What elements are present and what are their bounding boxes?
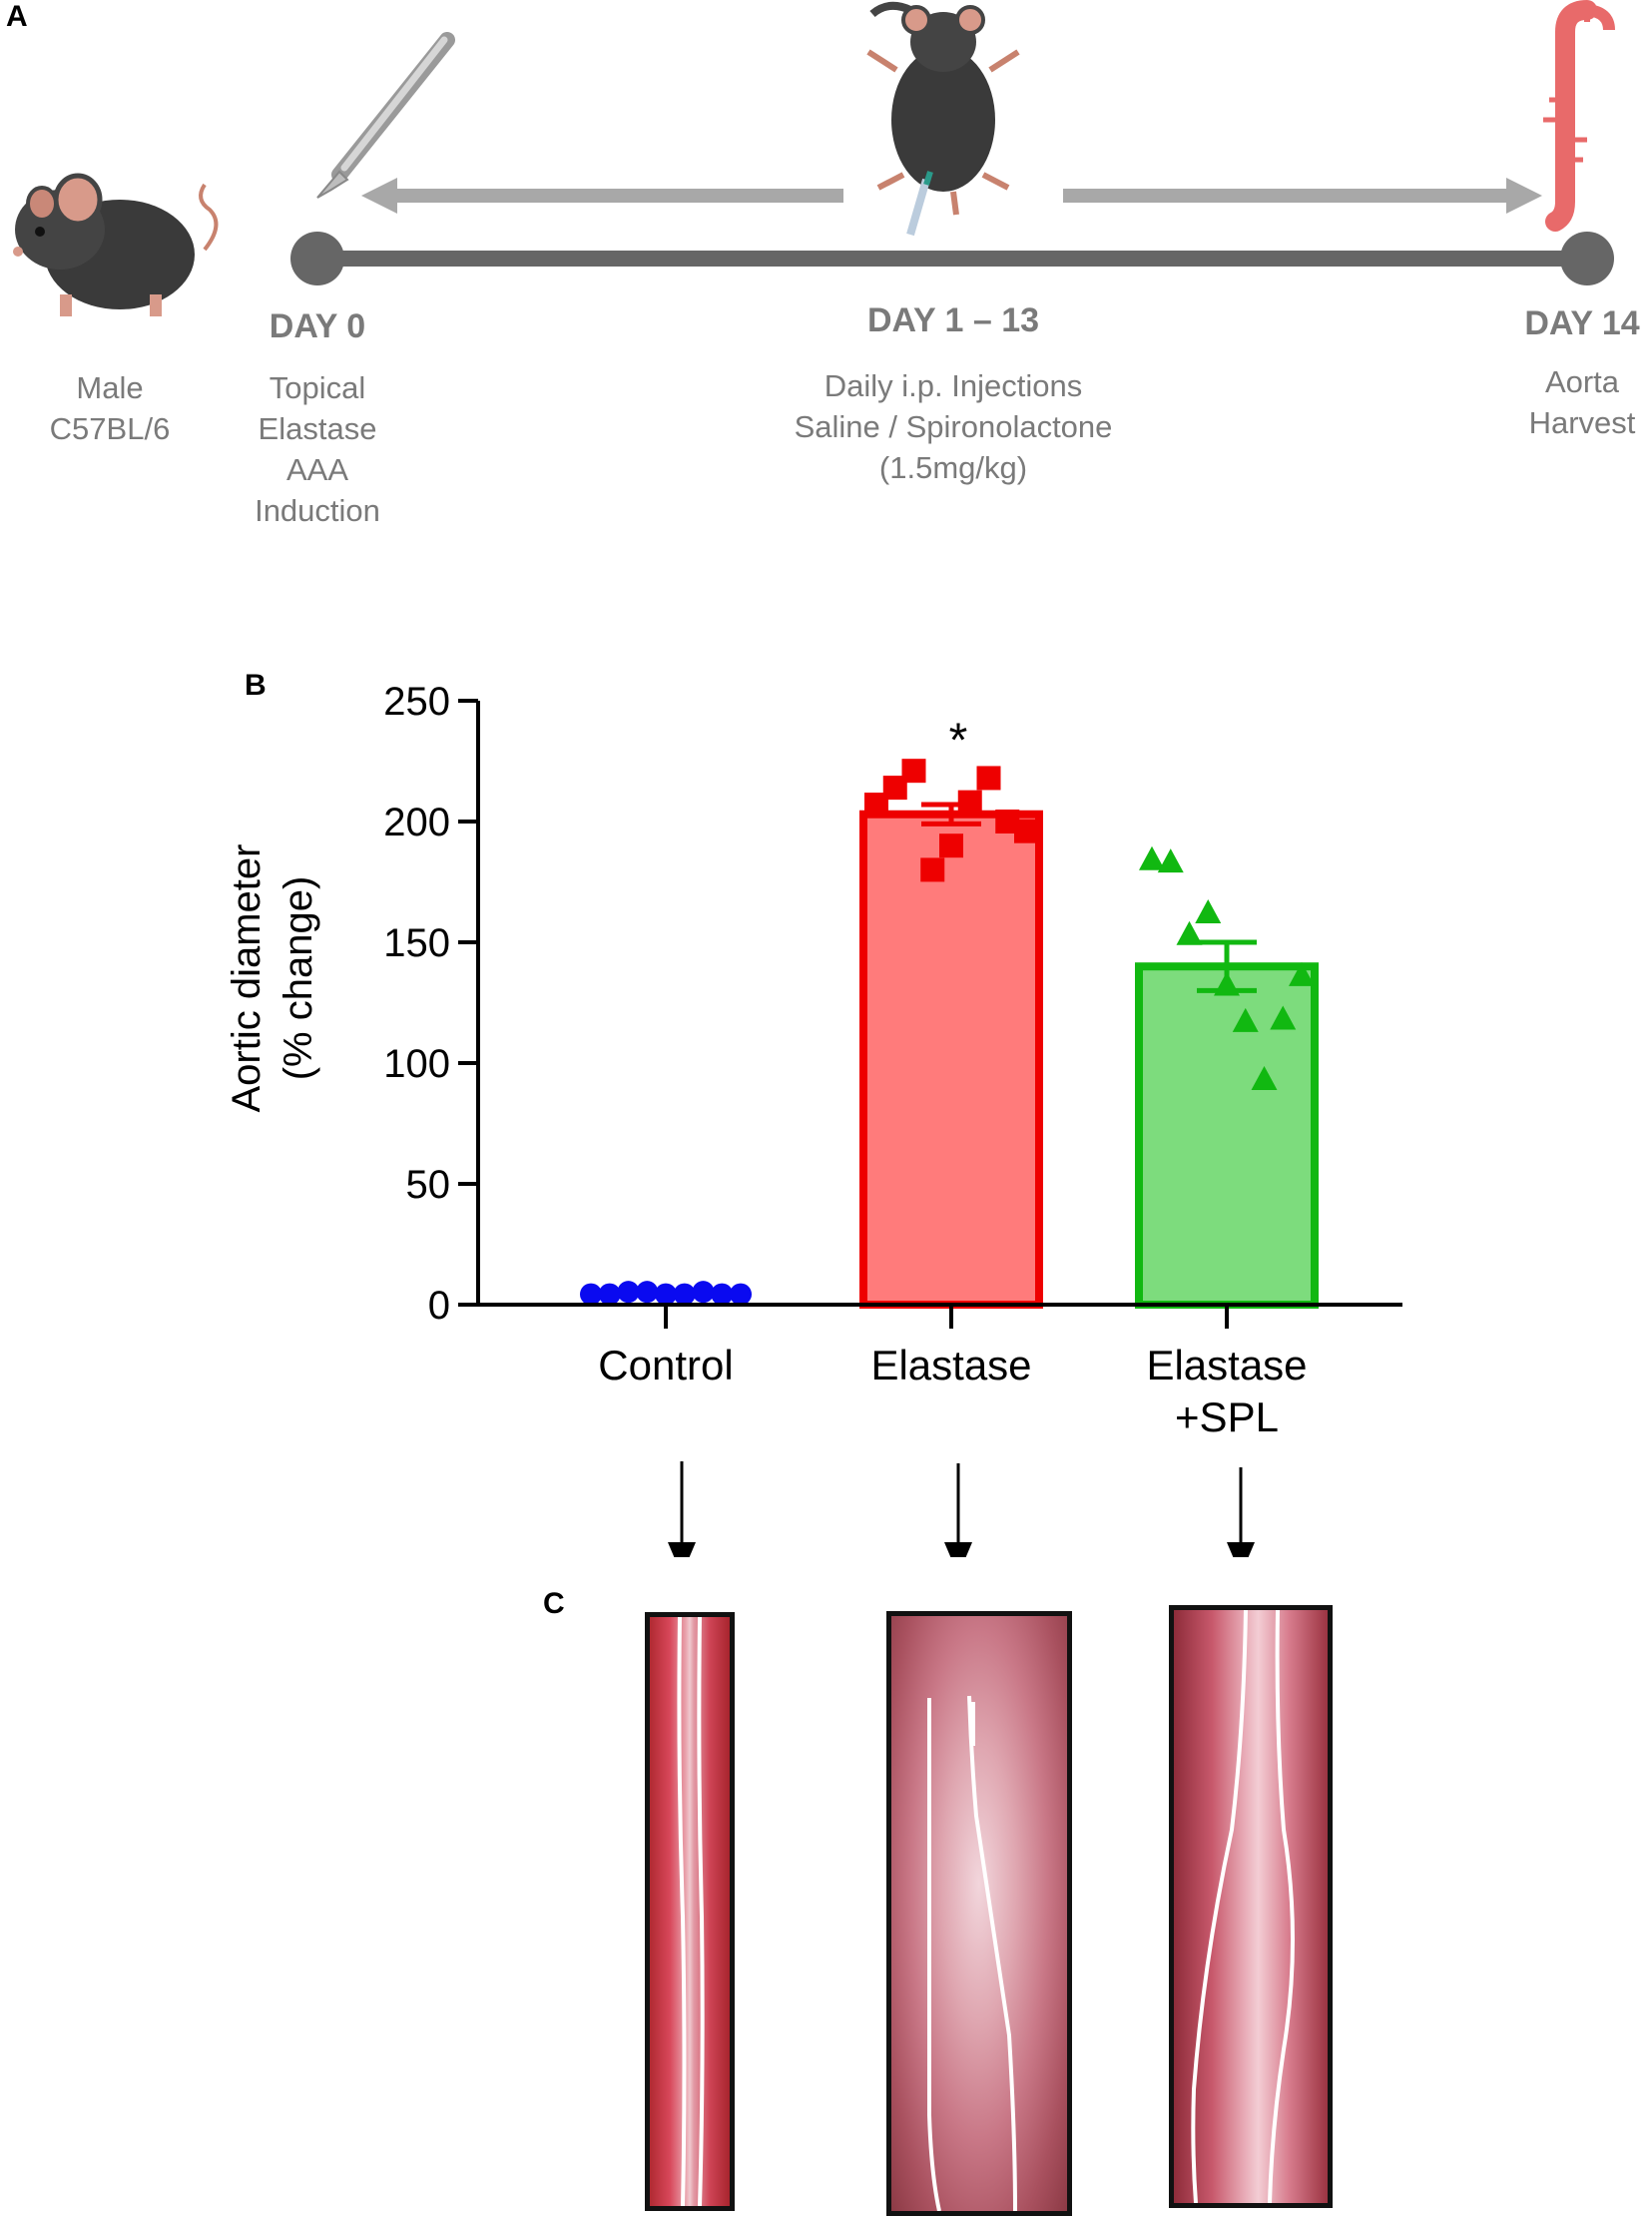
data-point-Control [580, 1283, 602, 1306]
data-point-Elastase+SPL [1251, 1065, 1278, 1090]
bar-Elastase [859, 810, 1043, 1309]
arrow-back-to-day0 [361, 178, 843, 214]
panel-a-label: A [6, 0, 28, 33]
data-point-Elastase+SPL [1270, 1005, 1297, 1030]
data-point-Control [711, 1283, 734, 1306]
day14-desc-line: Harvest [1528, 405, 1636, 440]
data-point-Elastase [1014, 819, 1038, 843]
photo-elastase [886, 1611, 1072, 2216]
day14-desc-line: Aorta [1544, 364, 1620, 399]
timeline-marker-day14 [1560, 232, 1614, 285]
day1-13-desc-line: Daily i.p. Injections [824, 368, 1083, 403]
x-tick-label: Elastase [1146, 1342, 1307, 1388]
mouse-label-line: Male [76, 370, 144, 405]
y-tick-label: 150 [383, 921, 450, 965]
x-tick-label: Control [598, 1342, 733, 1388]
day0-desc-line: Topical [269, 370, 366, 405]
data-point-Control [730, 1283, 752, 1306]
data-point-Elastase+SPL [1157, 848, 1184, 873]
day1-13-description: Daily i.p. Injections Saline / Spironola… [739, 365, 1168, 488]
data-point-Elastase+SPL [1289, 961, 1315, 986]
day14-description: Aorta Harvest [1502, 361, 1652, 443]
arrow-head [1227, 1542, 1255, 1557]
y-axis-label: Aortic diameter [225, 844, 269, 1113]
day0-label: DAY 0 [269, 307, 366, 345]
y-tick-label: 100 [383, 1042, 450, 1086]
mouse-injection-icon [866, 1, 1020, 237]
y-tick-label: 250 [383, 680, 450, 724]
y-tick-label: 0 [428, 1284, 450, 1328]
y-tick-label: 200 [383, 801, 450, 844]
panel-c-label: C [543, 1587, 565, 1620]
data-point-Control [655, 1283, 677, 1306]
y-axis-label: (% change) [276, 876, 320, 1081]
aortic-diameter-chart: 0 50 100 150 200 250 Control Elastase Elastase +S… [225, 680, 1402, 1557]
arrow-to-day14 [1063, 178, 1542, 214]
significance-marker: * [949, 715, 968, 768]
data-point-Elastase [920, 857, 945, 882]
x-tick-label: Elastase [870, 1342, 1031, 1388]
day0-description: Topical Elastase AAA Induction [218, 367, 417, 531]
data-point-Elastase+SPL [1232, 1007, 1259, 1032]
data-point-Elastase [939, 833, 963, 858]
day1-13-label: DAY 1 – 13 [866, 301, 1040, 339]
mouse-label: Male C57BL/6 [25, 367, 195, 449]
day0-desc-line: Elastase [258, 411, 377, 446]
mouse-icon [13, 173, 219, 316]
data-point-Control [673, 1283, 696, 1306]
day1-13-desc-line: (1.5mg/kg) [878, 450, 1028, 485]
data-point-Elastase [976, 766, 1001, 791]
data-point-Elastase+SPL [1214, 971, 1240, 996]
x-tick-label: +SPL [1175, 1393, 1279, 1440]
data-point-Control [617, 1281, 640, 1304]
arrow-head [944, 1542, 972, 1557]
data-point-Elastase+SPL [1139, 845, 1165, 870]
day0-desc-line: AAA [285, 452, 349, 487]
day14-label: DAY 14 [1524, 304, 1640, 342]
data-point-Elastase [901, 759, 926, 784]
aorta-icon [1543, 0, 1615, 232]
data-point-Control [598, 1283, 621, 1306]
panel-b-label: B [245, 669, 267, 702]
photo-control [645, 1612, 735, 2211]
mouse-label-line: C57BL/6 [49, 411, 171, 446]
photo-elastase-spl [1169, 1605, 1333, 2208]
data-point-Elastase+SPL [1195, 898, 1222, 923]
timeline-graphic [13, 0, 1615, 316]
data-point-Control [636, 1281, 659, 1304]
y-tick-label: 50 [406, 1163, 451, 1207]
day1-13-desc-line: Saline / Spironolactone [794, 409, 1113, 444]
timeline-marker-day0 [290, 232, 344, 285]
arrow-head [668, 1542, 696, 1557]
data-point-Elastase [957, 790, 982, 815]
data-point-Elastase+SPL [1176, 920, 1203, 945]
day0-desc-line: Induction [255, 493, 380, 528]
scalpel-icon [316, 32, 455, 199]
data-point-Control [692, 1281, 715, 1304]
